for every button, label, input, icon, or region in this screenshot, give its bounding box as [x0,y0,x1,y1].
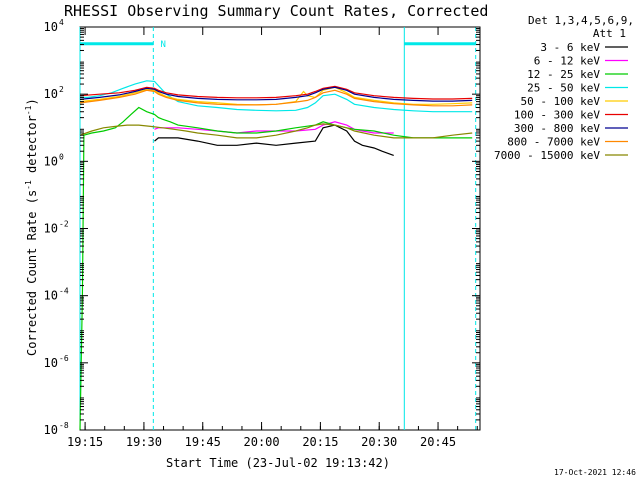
y-tick-label-2: 10 [44,154,58,168]
x-tick-label-4: 20:15 [302,435,338,449]
x-tick-label-6: 20:45 [420,435,456,449]
x-tick-label-5: 20:30 [361,435,397,449]
y-tick-label-3: 10 [44,222,58,236]
legend-label-2: 12 - 25 keV [527,68,600,81]
legend-label-0: 3 - 6 keV [540,41,600,54]
y-tick-label-4: 10 [44,289,58,303]
y-tick-exp-5: -6 [59,354,69,363]
series-line-5 [79,85,473,100]
y-tick-exp-0: 4 [59,18,64,27]
y-tick-label-0: 10 [44,20,58,34]
legend-header-attenuator: Att 1 [593,27,626,40]
y-tick-exp-2: 0 [59,152,64,161]
series-line-3 [80,80,473,113]
legend-label-5: 100 - 300 keV [514,109,600,122]
footer-date: 17-Oct-2021 12:46 [554,468,636,477]
series-line-7 [79,89,473,107]
y-tick-exp-3: -2 [59,220,69,229]
x-tick-label-3: 20:00 [244,435,280,449]
legend-header-detectors: Det 1,3,4,5,6,9, [528,14,634,27]
legend-label-4: 50 - 100 keV [521,95,601,108]
legend-label-1: 6 - 12 keV [534,55,601,68]
series-line-1 [154,121,394,134]
chart-title: RHESSI Observing Summary Count Rates, Co… [64,2,488,20]
series-line-8 [79,123,473,139]
y-tick-exp-6: -8 [59,421,69,430]
x-axis-label: Start Time (23-Jul-02 19:13:42) [166,456,390,470]
y-tick-exp-4: -4 [59,287,69,296]
y-tick-label-5: 10 [44,356,58,370]
x-axis: 19:15 19:30 19:45 20:00 20:15 20:30 20:45 [67,27,478,449]
legend-label-3: 25 - 50 keV [527,82,600,95]
legend-label-7: 800 - 7000 keV [507,136,600,149]
plot-area: N [79,26,481,431]
x-tick-label-0: 19:15 [67,435,103,449]
legend-label-6: 300 - 800 keV [514,122,600,135]
plot-frame [79,26,481,431]
y-tick-exp-1: 2 [59,85,64,94]
y-axis-label-text: Corrected Count Rate (s-1 detector-1) [24,98,39,356]
series-line-0 [154,124,394,156]
series-line-6 [79,86,473,102]
legend-label-8: 7000 - 15000 keV [494,149,600,162]
y-axis-label: Corrected Count Rate (s-1 detector-1) [24,98,39,356]
x-tick-label-1: 19:30 [126,435,162,449]
series-line-2 [79,106,473,431]
y-tick-label-6: 10 [44,423,58,437]
x-tick-label-2: 19:45 [185,435,221,449]
night-marker: N [160,40,165,50]
y-tick-label-1: 10 [44,87,58,101]
